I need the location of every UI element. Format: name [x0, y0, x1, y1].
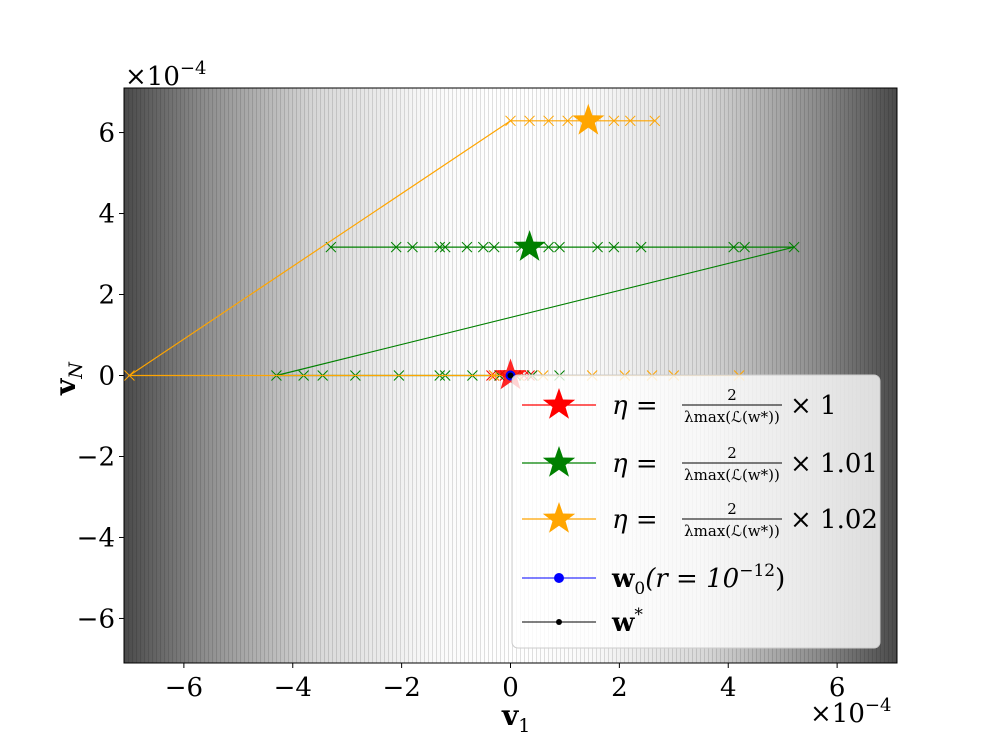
y-tick-label: −2 — [77, 442, 115, 472]
x-marker — [635, 241, 647, 253]
x-tick-label: 0 — [502, 673, 519, 703]
x-marker — [608, 115, 620, 127]
legend-numerator: 2 — [727, 500, 737, 518]
x-tick-label: 4 — [720, 673, 737, 703]
y-tick-label: 0 — [98, 362, 115, 392]
label-sup: * — [634, 605, 643, 625]
x-marker — [608, 241, 620, 253]
x-marker — [524, 115, 535, 127]
legend-star — [542, 388, 576, 419]
label-end: ) — [775, 564, 785, 594]
x-axis-label: v1 — [501, 699, 530, 737]
label-sup: −12 — [739, 561, 775, 581]
y-tick-label: 2 — [98, 281, 115, 311]
x-tick-label: 2 — [611, 673, 628, 703]
x-marker — [543, 241, 554, 253]
legend: η = 2 λmax(ℒ(w*)) × 1 η = 2 λmax(ℒ(w*)) × 1.01 η… — [511, 374, 881, 649]
legend-suffix: × 1.02 — [790, 505, 878, 535]
offset-exponent: −4 — [180, 58, 207, 79]
x-tick-label: −2 — [382, 673, 420, 703]
x-marker — [788, 241, 800, 253]
point-marker — [507, 372, 514, 379]
x-marker — [505, 115, 516, 127]
legend-dot — [556, 619, 562, 625]
x-tick-label: −4 — [274, 673, 312, 703]
offset-exponent: −4 — [865, 695, 892, 716]
legend-suffix: × 1.01 — [790, 449, 878, 479]
offset-base: ×10 — [810, 699, 865, 729]
legend-suffix: × 1 — [790, 391, 837, 421]
x-marker — [461, 241, 473, 253]
offset-base: ×10 — [125, 62, 180, 92]
label-text: w — [611, 608, 635, 638]
x-tick-label: −6 — [165, 673, 203, 703]
y-tick-label: −4 — [77, 523, 115, 553]
x-marker — [439, 241, 451, 253]
legend-prefix: η = — [612, 391, 658, 421]
label-sub: 0 — [634, 579, 645, 599]
label-mid: (r = 10 — [645, 564, 739, 594]
label-text: v — [501, 699, 519, 732]
y-axis-label: vN — [49, 361, 87, 396]
y-tick-label: 4 — [98, 200, 115, 230]
x-marker — [124, 370, 135, 381]
x-marker — [592, 241, 603, 253]
legend-star — [542, 502, 576, 533]
x-marker — [649, 115, 661, 127]
x-marker — [407, 241, 418, 253]
star-marker — [513, 230, 546, 261]
legend-prefix: η = — [612, 449, 658, 479]
label-text: w — [611, 564, 635, 594]
legend-numerator: 2 — [727, 444, 737, 462]
legend-label: w* — [611, 605, 643, 638]
label-sub: N — [65, 361, 87, 380]
x-marker — [739, 241, 750, 253]
legend-numerator: 2 — [727, 386, 737, 404]
legend-prefix: η = — [612, 505, 658, 535]
star-marker — [572, 103, 605, 135]
legend-dot — [554, 573, 564, 583]
x-marker — [562, 115, 574, 127]
legend-denominator: λmax(ℒ(w*)) — [684, 466, 780, 484]
x-marker — [728, 241, 740, 253]
label-sub: 1 — [518, 715, 530, 737]
legend-denominator: λmax(ℒ(w*)) — [684, 522, 780, 540]
y-tick-label: −6 — [77, 604, 115, 634]
y-offset-label: ×10−4 — [125, 58, 206, 92]
x-marker — [434, 241, 446, 253]
x-marker — [477, 241, 489, 253]
legend-box — [511, 374, 881, 649]
label-text: v — [49, 378, 82, 396]
legend-star — [542, 446, 576, 477]
x-tick-label: 6 — [829, 673, 846, 703]
x-marker — [488, 241, 500, 253]
x-offset-label: ×10−4 — [810, 695, 891, 729]
x-marker — [554, 241, 565, 253]
legend-label: w0(r = 10−12) — [611, 561, 785, 599]
x-marker — [390, 241, 402, 253]
x-marker — [624, 115, 636, 127]
x-marker — [543, 115, 554, 127]
y-tick-label: 6 — [98, 119, 115, 149]
legend-denominator: λmax(ℒ(w*)) — [684, 408, 780, 426]
